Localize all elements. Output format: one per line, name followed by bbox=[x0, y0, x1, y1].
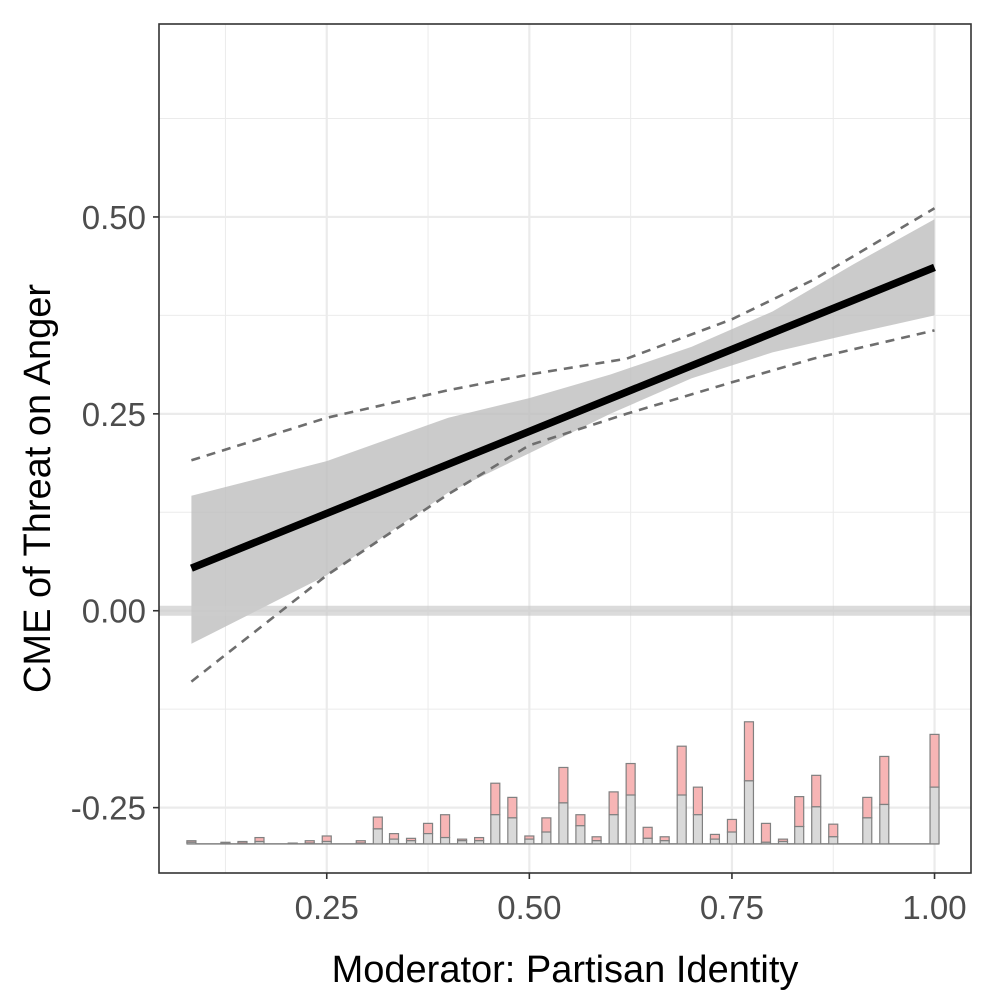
histogram-bar-control bbox=[575, 825, 586, 845]
y-tick-label: 0.50 bbox=[82, 199, 146, 236]
histogram-bar-control bbox=[726, 831, 738, 845]
x-tick-label: 0.25 bbox=[295, 889, 359, 926]
histogram-bar-control bbox=[777, 840, 789, 845]
histogram-bar-treated bbox=[828, 823, 839, 838]
y-axis-title: CME of Threat on Anger bbox=[17, 284, 59, 693]
histogram-bar-control bbox=[811, 806, 822, 845]
histogram-bar-control bbox=[625, 794, 636, 845]
histogram-bar-control bbox=[692, 814, 704, 845]
dashed-bound-upper bbox=[191, 207, 936, 462]
histogram-bar-treated bbox=[811, 774, 822, 808]
histogram-bar-control bbox=[388, 838, 400, 845]
histogram-bar-treated bbox=[558, 766, 569, 804]
histogram-bar-control bbox=[828, 836, 839, 845]
histogram-bar-control bbox=[642, 837, 653, 845]
histogram-bar-treated bbox=[794, 796, 805, 828]
histogram-bar-treated bbox=[287, 842, 298, 845]
histogram-bar-treated bbox=[625, 762, 636, 796]
y-tick-label: -0.25 bbox=[71, 790, 146, 827]
histogram-bar-control bbox=[676, 794, 687, 845]
histogram-bar-treated bbox=[726, 818, 738, 833]
histogram-bar-treated bbox=[541, 817, 552, 833]
histogram-bar-treated bbox=[709, 833, 721, 840]
histogram-bar-control bbox=[929, 786, 940, 845]
histogram-bar-treated bbox=[439, 814, 451, 839]
histogram-bar-treated bbox=[490, 782, 501, 816]
histogram-bar-treated bbox=[760, 822, 772, 843]
histogram-bar-treated bbox=[743, 721, 755, 782]
histogram-bar-treated bbox=[575, 814, 586, 827]
histogram-bar-treated bbox=[692, 786, 704, 816]
histogram-bar-control bbox=[541, 831, 552, 845]
x-tick-label: 1.00 bbox=[902, 889, 966, 926]
histogram-bar-control bbox=[254, 840, 265, 845]
estimate-lines bbox=[189, 207, 936, 683]
histogram-bar-control bbox=[524, 838, 535, 845]
histogram-bar-treated bbox=[608, 791, 619, 816]
y-axis-ticks: -0.25 0.00 0.25 0.50 bbox=[71, 199, 159, 827]
x-tick-label: 0.75 bbox=[700, 889, 764, 926]
histogram-bar-control bbox=[490, 814, 501, 845]
confidence-band-area bbox=[191, 219, 935, 644]
histogram-bar-treated bbox=[321, 835, 332, 843]
histogram-bar-control bbox=[456, 840, 468, 845]
histogram-bar-control bbox=[558, 802, 569, 845]
histogram-bar-control bbox=[220, 842, 231, 845]
histogram-bar-treated bbox=[372, 816, 383, 830]
histogram-bar-control bbox=[862, 817, 873, 845]
histogram-bar-control bbox=[321, 840, 332, 845]
histogram-bar-control bbox=[355, 842, 366, 845]
histogram-bar-control bbox=[304, 842, 315, 845]
histogram-bar-control bbox=[439, 836, 451, 845]
histogram-bar-control bbox=[422, 833, 434, 845]
plot-panel-border bbox=[158, 23, 972, 874]
y-tick-label: 0.00 bbox=[82, 593, 146, 630]
histogram-bar-treated bbox=[879, 755, 890, 806]
y-tick-label: 0.25 bbox=[82, 396, 146, 433]
histogram-bar-control bbox=[473, 840, 485, 845]
histogram bbox=[186, 721, 940, 845]
histogram-bar-treated bbox=[642, 826, 653, 839]
histogram-bar-treated bbox=[422, 822, 434, 835]
estimate-line bbox=[189, 263, 936, 572]
histogram-bar-control bbox=[760, 841, 772, 845]
histogram-bar-control bbox=[507, 817, 518, 845]
x-axis-title: Moderator: Partisan Identity bbox=[332, 949, 799, 991]
histogram-bar-treated bbox=[676, 745, 687, 796]
histogram-bar-control bbox=[186, 841, 197, 845]
histogram-bar-control bbox=[743, 780, 755, 845]
histogram-bar-treated bbox=[929, 733, 940, 788]
grid bbox=[159, 24, 971, 873]
histogram-bar-control bbox=[608, 814, 619, 845]
histogram-bar-control bbox=[405, 840, 417, 845]
dashed-bound-lower bbox=[190, 329, 935, 683]
histogram-bar-control bbox=[591, 840, 602, 845]
x-tick-label: 0.50 bbox=[497, 889, 561, 926]
histogram-bar-control bbox=[659, 840, 670, 845]
histogram-bar-control bbox=[709, 838, 721, 845]
histogram-bar-control bbox=[237, 842, 248, 845]
histogram-bar-control bbox=[794, 825, 805, 845]
histogram-bar-treated bbox=[388, 833, 400, 840]
confidence-band bbox=[191, 219, 935, 644]
histogram-bar-treated bbox=[862, 796, 873, 819]
histogram-bar-control bbox=[372, 828, 383, 845]
histogram-bar-treated bbox=[507, 796, 518, 819]
histogram-bar-control bbox=[879, 803, 890, 845]
x-axis-ticks: 0.25 0.50 0.75 1.00 bbox=[295, 873, 967, 926]
